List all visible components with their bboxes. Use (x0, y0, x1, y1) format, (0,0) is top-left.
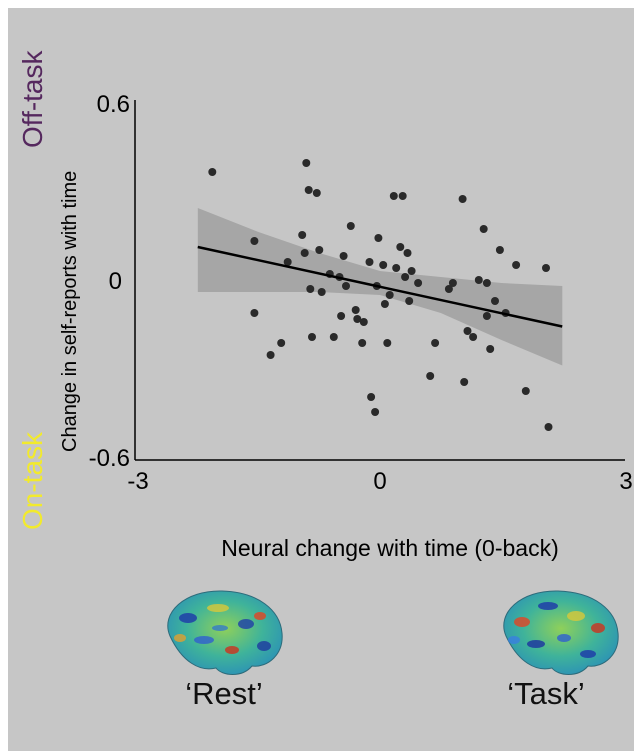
data-point (482, 312, 491, 320)
data-point (469, 333, 478, 341)
data-point (317, 288, 326, 296)
on-task-label: On-task (17, 431, 48, 530)
data-point (374, 234, 383, 242)
data-point (250, 309, 259, 317)
brain-surface-rest-icon (167, 590, 283, 675)
data-point (312, 189, 321, 197)
data-point (474, 276, 483, 284)
data-point (542, 264, 550, 272)
data-point (414, 279, 423, 287)
data-point (308, 333, 316, 341)
data-point (479, 225, 488, 233)
data-point (383, 339, 392, 347)
data-point (389, 192, 398, 200)
data-point (351, 306, 360, 314)
y-axis-label: Change in self-reports with time (59, 171, 81, 452)
y-tick-label: 0.6 (97, 91, 130, 118)
data-point (283, 258, 292, 266)
data-point (266, 351, 275, 359)
data-point (339, 252, 348, 260)
y-tick-label: -0.6 (89, 445, 130, 472)
data-point (512, 261, 521, 269)
data-point (463, 327, 472, 335)
data-point (431, 339, 440, 347)
data-point (371, 408, 380, 416)
data-point (306, 285, 315, 293)
data-point (426, 372, 435, 380)
data-point (302, 159, 311, 167)
data-point (458, 195, 467, 203)
y-tick-label: 0 (109, 268, 122, 295)
data-point (403, 249, 412, 257)
data-point (460, 378, 469, 386)
data-point (396, 243, 405, 251)
data-point (329, 333, 338, 341)
data-point (359, 318, 368, 326)
off-task-label: Off-task (17, 49, 48, 148)
data-point (304, 186, 313, 194)
data-point (392, 264, 401, 272)
data-point (521, 387, 530, 395)
data-point (398, 192, 407, 200)
data-point (380, 300, 389, 308)
rest-caption: ‘Rest’ (185, 676, 263, 711)
data-point (250, 237, 259, 245)
data-point (495, 246, 504, 254)
data-point (365, 258, 374, 266)
data-point (315, 246, 324, 254)
data-point (385, 291, 394, 299)
data-point (482, 279, 491, 287)
brain-surface-task-icon (503, 590, 619, 675)
data-point (346, 222, 355, 230)
data-point (486, 345, 495, 353)
data-point (544, 423, 553, 431)
data-point (358, 339, 367, 347)
data-point (444, 285, 453, 293)
data-point (405, 297, 414, 305)
task-caption: ‘Task’ (507, 676, 585, 711)
x-tick-label: 3 (619, 468, 632, 495)
data-point (342, 282, 350, 290)
data-point (208, 168, 217, 176)
regression-line (197, 245, 563, 328)
data-point (379, 261, 388, 269)
data-point (401, 273, 410, 281)
data-point (448, 279, 457, 287)
data-point (367, 393, 376, 401)
x-tick-label: 0 (373, 468, 386, 495)
data-point (407, 267, 416, 275)
data-point (300, 249, 309, 257)
data-point (277, 339, 286, 347)
x-tick-label: -3 (127, 468, 148, 495)
data-point (337, 312, 346, 320)
x-axis-label: Neural change with time (0-back) (221, 535, 558, 561)
data-point (353, 315, 362, 323)
data-point (298, 231, 307, 239)
data-point (491, 297, 499, 305)
